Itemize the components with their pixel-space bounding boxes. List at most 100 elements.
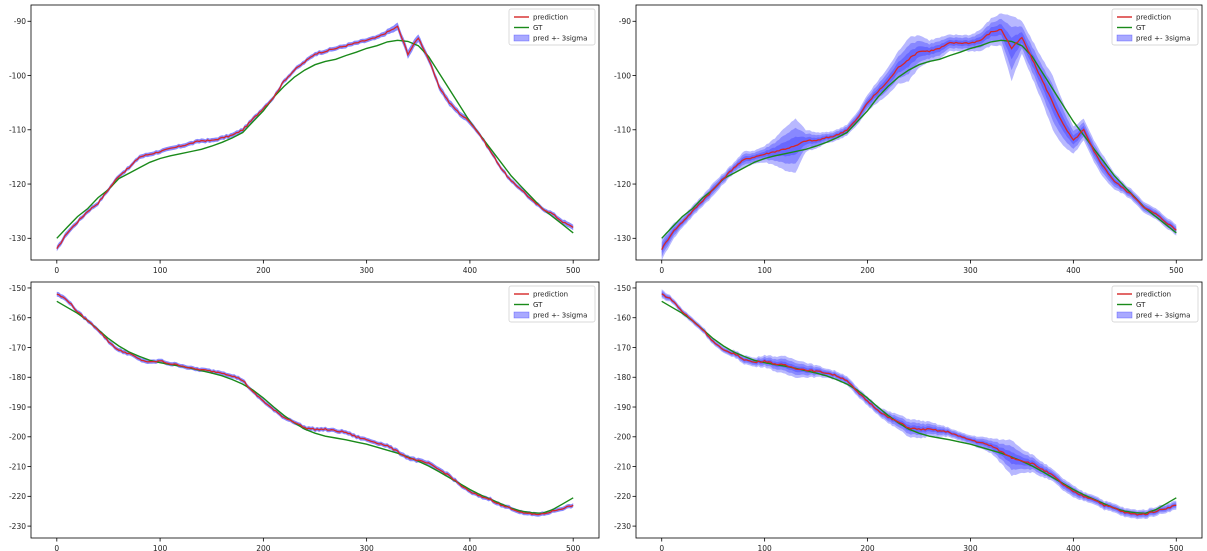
x-tick-label: 500 (566, 544, 581, 551)
gt-series-line (56, 300, 574, 515)
y-tick-label: -210 (614, 462, 631, 471)
y-tick-label: -120 (614, 180, 631, 189)
legend-sigma-swatch (1116, 311, 1133, 319)
y-tick-label: -170 (614, 343, 631, 352)
gt-series-line (56, 39, 574, 239)
x-tick-label: 100 (757, 544, 772, 551)
legend: prediction GT pred +- 3sigma (508, 8, 596, 46)
y-tick-label: -110 (9, 126, 26, 135)
x-tick-label: 0 (659, 266, 664, 275)
legend-box (1111, 8, 1199, 46)
legend-entry-label: GT (1136, 301, 1146, 309)
y-tick-label: -200 (9, 433, 26, 442)
x-tick-label: 100 (153, 544, 168, 551)
prediction-series-line (661, 28, 1177, 250)
sigma-band (661, 18, 1177, 257)
plot-area (56, 291, 574, 517)
y-tick-label: -230 (614, 522, 631, 531)
axes-frame (30, 281, 600, 539)
y-tick-label: -100 (614, 71, 631, 80)
gt-series-line (661, 300, 1177, 515)
x-tick-label: 300 (963, 266, 978, 275)
legend-entry-label: prediction (533, 14, 568, 22)
legend: prediction GT pred +- 3sigma (508, 285, 596, 323)
legend-entry-label: GT (1136, 24, 1146, 32)
legend-entry-label: pred +- 3sigma (1136, 312, 1190, 320)
legend-sigma-swatch (513, 34, 530, 42)
sigma-band (56, 22, 574, 252)
sigma-band (661, 292, 1177, 517)
y-tick-label: -170 (9, 343, 26, 352)
y-tick-label: -160 (614, 314, 631, 323)
y-tick-label: -90 (14, 17, 26, 26)
y-tick-label: -130 (9, 234, 26, 243)
y-tick-label: -190 (9, 403, 26, 412)
chart-panel-4: 0 100 200 300 400 500 -230 -220 -210 -200 -190 -180… (614, 281, 1203, 551)
x-tick-label: 400 (1066, 266, 1081, 275)
x-tick-label: 200 (256, 544, 271, 551)
x-tick-label: 300 (359, 544, 374, 551)
x-tick-label: 500 (1169, 544, 1184, 551)
y-tick-label: -180 (9, 373, 26, 382)
x-tick-label: 400 (463, 266, 478, 275)
chart-panel-2: 0 100 200 300 400 500 -130 -120 -110 -100 -90 predi… (614, 4, 1203, 275)
legend-entry-label: prediction (1136, 291, 1171, 299)
y-tick-label: -190 (614, 403, 631, 412)
x-tick-label: 500 (566, 266, 581, 275)
axes-frame (635, 281, 1203, 539)
legend-entry-label: GT (533, 24, 543, 32)
y-tick-label: -200 (614, 433, 631, 442)
axes-frame (30, 4, 600, 261)
sigma-band (661, 290, 1177, 518)
plot-area (56, 22, 574, 252)
y-tick-label: -210 (9, 462, 26, 471)
y-tick-label: -100 (9, 71, 26, 80)
x-tick-label: 0 (659, 544, 664, 551)
prediction-series-line (56, 25, 574, 249)
x-tick-label: 400 (463, 544, 478, 551)
x-tick-label: 200 (256, 266, 271, 275)
x-tick-label: 0 (54, 544, 59, 551)
y-tick-label: -180 (614, 373, 631, 382)
y-tick-label: -230 (9, 522, 26, 531)
y-tick-label: -130 (614, 234, 631, 243)
sigma-band (56, 291, 574, 517)
y-tick-label: -220 (614, 492, 631, 501)
y-tick-label: -220 (9, 492, 26, 501)
prediction-series-line (661, 293, 1177, 516)
x-tick-label: 500 (1169, 266, 1184, 275)
legend-sigma-swatch (1116, 34, 1133, 42)
plot-area (661, 289, 1177, 520)
prediction-series-line (56, 293, 574, 516)
x-tick-label: 300 (963, 544, 978, 551)
x-tick-label: 0 (54, 266, 59, 275)
plot-area (661, 13, 1177, 260)
x-tick-label: 400 (1066, 544, 1081, 551)
x-tick-label: 200 (860, 544, 875, 551)
legend-sigma-swatch (513, 311, 530, 319)
y-tick-label: -110 (614, 126, 631, 135)
y-tick-label: -160 (9, 314, 26, 323)
legend: prediction GT pred +- 3sigma (1111, 8, 1199, 46)
legend-entry-label: pred +- 3sigma (533, 35, 587, 43)
chart-panel-1: 0 100 200 300 400 500 -130 -120 -110 -100 -90 predi… (9, 4, 600, 275)
x-tick-label: 300 (359, 266, 374, 275)
legend-entry-label: prediction (1136, 14, 1171, 22)
legend-box (508, 285, 596, 323)
y-tick-label: -150 (614, 284, 631, 293)
y-tick-label: -120 (9, 180, 26, 189)
legend-entry-label: prediction (533, 291, 568, 299)
axes-frame (635, 4, 1203, 261)
sigma-band (661, 24, 1177, 254)
sigma-band (661, 289, 1177, 520)
x-tick-label: 100 (153, 266, 168, 275)
legend-entry-label: pred +- 3sigma (1136, 35, 1190, 43)
legend-box (508, 8, 596, 46)
y-tick-label: -90 (619, 17, 631, 26)
legend-entry-label: GT (533, 301, 543, 309)
legend-entry-label: pred +- 3sigma (533, 312, 587, 320)
gt-series-line (661, 39, 1177, 239)
x-tick-label: 200 (860, 266, 875, 275)
legend-box (1111, 285, 1199, 323)
